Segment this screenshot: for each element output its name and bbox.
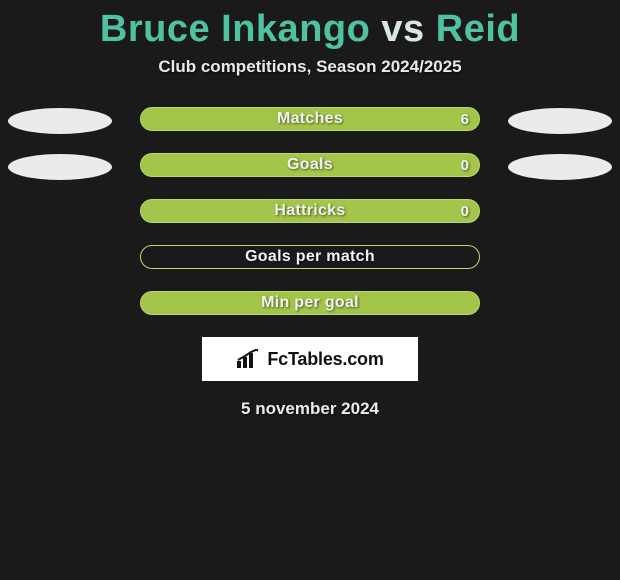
title-vs: vs — [381, 8, 424, 50]
logo-chart-icon — [236, 349, 262, 369]
date-label: 5 november 2024 — [0, 399, 620, 419]
logo-text: FcTables.com — [267, 349, 383, 370]
stat-value: 0 — [461, 203, 469, 220]
title-player2: Reid — [436, 8, 520, 50]
page-title: Bruce Inkango vs Reid — [0, 0, 620, 51]
left-ellipse — [8, 108, 112, 134]
stat-value: 6 — [461, 111, 469, 128]
stat-label: Hattricks — [274, 202, 345, 220]
stat-bar: Min per goal — [140, 291, 480, 315]
right-ellipse — [508, 108, 612, 134]
stat-bar: Matches 6 — [140, 107, 480, 131]
left-ellipse — [8, 154, 112, 180]
title-player1: Bruce Inkango — [100, 8, 370, 50]
stat-row: Goals 0 — [0, 153, 620, 181]
right-ellipse — [508, 154, 612, 180]
stat-row: Matches 6 — [0, 107, 620, 135]
stat-row: Goals per match — [0, 245, 620, 273]
stats-rows: Matches 6 Goals 0 Hattricks 0 Goals per match M… — [0, 107, 620, 319]
logo-box: FcTables.com — [202, 337, 418, 381]
stat-bar: Hattricks 0 — [140, 199, 480, 223]
logo: FcTables.com — [236, 349, 383, 370]
stat-row: Min per goal — [0, 291, 620, 319]
stat-label: Goals per match — [245, 248, 375, 266]
stat-label: Min per goal — [261, 294, 359, 312]
stat-value: 0 — [461, 157, 469, 174]
stat-label: Matches — [277, 110, 343, 128]
stat-bar: Goals per match — [140, 245, 480, 269]
stat-row: Hattricks 0 — [0, 199, 620, 227]
stat-bar: Goals 0 — [140, 153, 480, 177]
stat-label: Goals — [287, 156, 333, 174]
subtitle: Club competitions, Season 2024/2025 — [0, 57, 620, 77]
